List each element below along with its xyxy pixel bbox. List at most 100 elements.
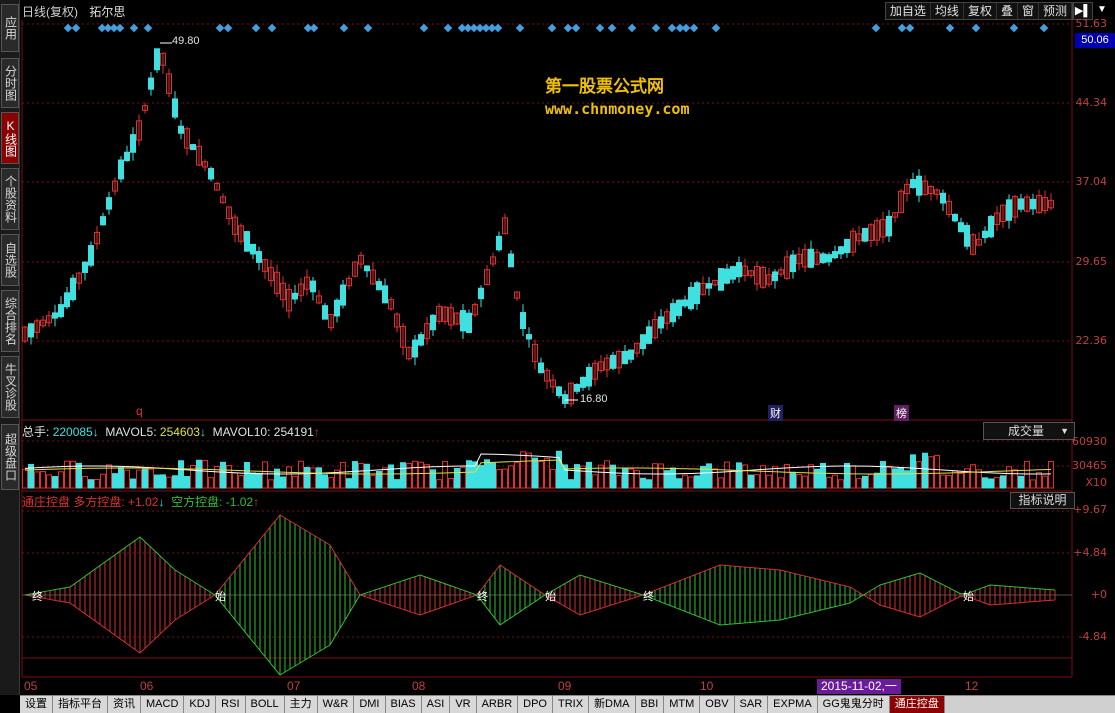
indicator-tab[interactable]: 新DMA — [589, 696, 636, 713]
indicator-description-button[interactable]: 指标说明 — [1010, 492, 1075, 509]
volume-bar — [688, 476, 694, 489]
volume-bar — [934, 454, 940, 489]
chevron-down-icon[interactable]: ▼ — [1097, 4, 1107, 15]
toolbar-button[interactable]: 预测 — [1039, 3, 1072, 19]
candle-body — [298, 283, 304, 296]
candle-body — [952, 213, 958, 222]
candle-body — [70, 277, 76, 301]
candlestick-series — [22, 42, 1054, 409]
volume-bar — [52, 476, 58, 489]
indicator-tab[interactable]: 指标平台 — [53, 696, 108, 713]
toolbar-button[interactable]: 均线 — [931, 3, 964, 19]
volume-bar — [274, 468, 280, 489]
volume-bar — [784, 463, 790, 489]
sidebar-tab[interactable]: 牛叉诊股 — [1, 356, 19, 418]
volume-bar — [346, 478, 352, 489]
sidebar-tab[interactable]: 超级盘口 — [1, 424, 19, 490]
volume-bar — [220, 461, 226, 489]
candle-body — [688, 286, 694, 310]
signal-diamonds — [63, 23, 1049, 33]
indicator-tab[interactable]: ARBR — [476, 696, 519, 713]
indicator-name: 通庄控盘 — [22, 495, 71, 509]
toolbar-button[interactable]: 加自选 — [886, 3, 931, 19]
navigate-arrow-icon[interactable]: ▶▌ — [1073, 2, 1093, 20]
indicator-tab[interactable]: OBV — [700, 696, 735, 713]
toolbar-button[interactable]: 复权 — [964, 3, 997, 19]
signal-diamond-icon — [363, 23, 373, 33]
indicator-tab[interactable]: MACD — [141, 696, 185, 713]
month-tick: 10 — [700, 679, 714, 693]
indicator-tab[interactable]: 通庄控盘 — [889, 696, 945, 713]
volume-bar — [622, 467, 628, 489]
sidebar-tab[interactable]: 综合排名 — [1, 290, 19, 352]
volume-bar — [544, 457, 550, 489]
volume-bar — [454, 467, 460, 489]
indicator-tab[interactable]: 资讯 — [108, 696, 141, 713]
candle-body — [226, 206, 232, 220]
candle-body — [730, 266, 736, 280]
signal-diamond-icon — [481, 23, 491, 33]
signal-label: 始 — [963, 591, 974, 603]
volume-bar — [328, 477, 334, 489]
mavol10-line — [24, 459, 1052, 475]
indicator-tab[interactable]: BIAS — [385, 696, 422, 713]
indicator-tab[interactable]: VR — [450, 696, 477, 713]
volume-bar — [700, 465, 706, 489]
candle-body — [622, 350, 628, 365]
indicator-tab[interactable]: 设置 — [20, 696, 53, 713]
candle-body — [976, 238, 982, 246]
volume-bar — [922, 452, 928, 489]
candle-body — [160, 52, 166, 66]
volume-indicator-select[interactable]: 成交量 ▼ — [983, 422, 1075, 440]
indicator-tab[interactable]: DMI — [354, 696, 386, 713]
volume-bar — [280, 476, 286, 489]
indicator-tab[interactable]: DPO — [518, 696, 553, 713]
signal-diamond-icon — [971, 23, 981, 33]
sidebar-tab[interactable]: 应用 — [1, 4, 19, 52]
long-control-line — [24, 514, 1056, 654]
indicator-tab[interactable]: W&R — [317, 696, 355, 713]
volume-bar — [112, 473, 118, 489]
sidebar-tab[interactable]: 个股资料 — [1, 168, 19, 230]
toolbar-button[interactable]: 叠 — [997, 3, 1018, 19]
price-tick: 37.04 — [1075, 175, 1108, 188]
candle-body — [304, 276, 310, 290]
indicator-tab[interactable]: EXPMA — [768, 696, 818, 713]
indicator-tab[interactable]: BOLL — [245, 696, 285, 713]
candle-body — [1018, 198, 1024, 210]
sidebar-tab[interactable]: K线图 — [1, 112, 19, 164]
volume-bar — [658, 463, 664, 489]
candle-body — [88, 245, 94, 266]
price-tick: 51.63 — [1075, 17, 1108, 30]
candle-body — [148, 77, 154, 90]
candle-body — [382, 285, 388, 304]
candle-body — [460, 310, 466, 332]
volume-bar — [844, 462, 850, 489]
toolbar-button[interactable]: 窗 — [1018, 3, 1039, 19]
candle-body — [634, 342, 640, 354]
signal-label: 终 — [477, 591, 488, 603]
indicator-tab[interactable]: MTM — [664, 696, 701, 713]
indicator-tab[interactable]: 主力 — [284, 696, 318, 713]
indicator-tab[interactable]: SAR — [734, 696, 769, 713]
up-arrow-icon: ↑ — [253, 495, 260, 509]
sidebar-tab[interactable]: 分时图 — [1, 58, 19, 108]
up-arrow-icon: ↑ — [313, 425, 320, 439]
volume-bar — [340, 461, 346, 489]
indicator-tab[interactable]: RSI — [216, 696, 246, 713]
signal-label: 始 — [545, 591, 556, 603]
indicator-tab[interactable]: BBI — [635, 696, 665, 713]
volume-bar — [604, 460, 610, 489]
indicator-tab[interactable]: ASI — [421, 696, 451, 713]
price-tick: 44.34 — [1075, 96, 1108, 109]
indicator-tab[interactable]: TRIX — [553, 696, 590, 713]
volume-bar — [178, 460, 184, 489]
indicator-tab[interactable]: KDJ — [184, 696, 217, 713]
volume-bar — [376, 470, 382, 489]
candle-body — [250, 243, 256, 255]
sidebar-tab[interactable]: 自选股 — [1, 234, 19, 286]
indicator-tab[interactable]: GG鬼鬼分时 — [817, 696, 890, 713]
low-price-label: 16.80 — [580, 393, 608, 405]
candle-body — [436, 305, 442, 322]
